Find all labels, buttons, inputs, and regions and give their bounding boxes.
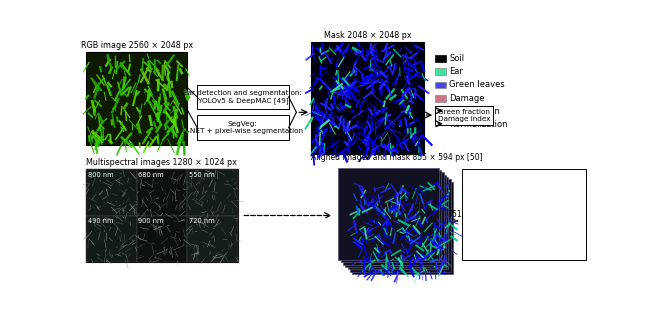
Text: 550 nm: 550 nm — [189, 172, 214, 178]
Bar — [348, 177, 448, 269]
Text: Image/Leaves/Green: Image/Leaves/Green — [487, 236, 544, 242]
Text: Soil: Soil — [449, 54, 464, 63]
Text: Image/Leaves/Green: Image/Leaves/Green — [487, 252, 544, 257]
Bar — [462, 169, 586, 260]
Text: Green fraction
Damage index: Green fraction Damage index — [438, 109, 490, 122]
Bar — [345, 175, 446, 267]
Bar — [86, 169, 238, 262]
Text: SegVeg:
U-NET + pixel-wise segmentation: SegVeg: U-NET + pixel-wise segmentation — [182, 121, 304, 134]
Text: Normalization: Normalization — [449, 120, 508, 129]
Bar — [86, 215, 137, 262]
Text: Registration: Registration — [449, 107, 500, 116]
Bar — [86, 169, 137, 215]
Bar — [435, 82, 446, 88]
Text: RGB image 2560 × 2048 px: RGB image 2560 × 2048 px — [81, 41, 193, 50]
Text: 720 nm: 720 nm — [189, 218, 214, 224]
Text: Mask 2048 × 2048 px: Mask 2048 × 2048 px — [323, 31, 411, 40]
Text: Image/Leaves/Green: Image/Leaves/Green — [487, 221, 544, 226]
Bar — [435, 106, 493, 124]
Text: Image/Leaves/Green: Image/Leaves/Green — [487, 191, 544, 196]
Bar — [352, 182, 453, 274]
Bar — [341, 170, 442, 262]
Text: BRF 490: BRF 490 — [465, 172, 508, 181]
Text: Multispectral images 1280 × 1024 px: Multispectral images 1280 × 1024 px — [86, 158, 238, 167]
Text: BRF 800: BRF 800 — [465, 233, 507, 242]
Bar — [435, 95, 446, 101]
Bar — [187, 169, 238, 215]
Text: BRF 680: BRF 680 — [465, 203, 507, 212]
Text: Green leaves: Green leaves — [449, 81, 505, 90]
Bar — [338, 168, 439, 260]
Bar — [86, 52, 187, 145]
Bar — [137, 169, 187, 215]
Text: 680 nm: 680 nm — [139, 172, 164, 178]
Text: Aligned images and mask 855 × 594 px [50]: Aligned images and mask 855 × 594 px [50… — [311, 153, 482, 162]
Text: Damage: Damage — [449, 93, 484, 103]
Text: 490 nm: 490 nm — [88, 218, 114, 224]
Text: 800 nm: 800 nm — [88, 172, 114, 178]
Text: 900 nm: 900 nm — [139, 218, 164, 224]
Bar — [311, 42, 424, 154]
Bar — [435, 68, 446, 75]
Text: BRF 720: BRF 720 — [465, 218, 507, 227]
Text: BRF 550: BRF 550 — [465, 188, 507, 196]
Bar — [197, 116, 288, 140]
Text: Ear: Ear — [449, 68, 463, 76]
Bar — [343, 172, 444, 265]
Bar — [350, 179, 451, 272]
Text: Image/Leaves/Green: Image/Leaves/Green — [487, 176, 544, 181]
Text: Image/Leaves/Green: Image/Leaves/Green — [487, 206, 544, 211]
Bar — [197, 84, 288, 109]
Text: [51]: [51] — [449, 209, 465, 218]
Text: BRF 900: BRF 900 — [465, 248, 507, 257]
Bar — [435, 55, 446, 62]
Text: Ear detection and segmentation:
YOLOv5 & DeepMAC [49]: Ear detection and segmentation: YOLOv5 &… — [183, 90, 302, 104]
Bar — [187, 215, 238, 262]
Bar — [137, 215, 187, 262]
